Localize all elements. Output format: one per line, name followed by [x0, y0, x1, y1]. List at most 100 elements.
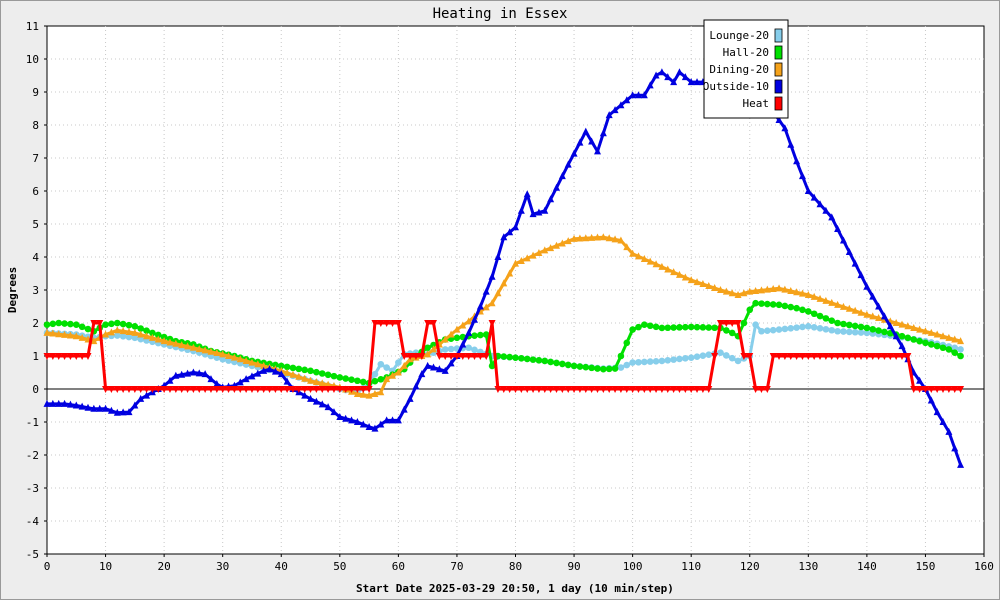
- data-point: [834, 319, 841, 327]
- data-point: [400, 405, 408, 413]
- data-point: [758, 327, 765, 335]
- data-point: [623, 96, 631, 104]
- data-point: [834, 224, 842, 232]
- data-point: [705, 386, 713, 393]
- data-point: [412, 382, 420, 390]
- data-point: [951, 444, 959, 452]
- data-point: [828, 326, 836, 334]
- x-tick-label: 90: [567, 560, 580, 573]
- data-point: [119, 333, 127, 340]
- data-point: [149, 329, 156, 337]
- data-point: [570, 362, 578, 370]
- y-tick-label: 2: [32, 317, 39, 330]
- data-point: [582, 234, 590, 242]
- data-point: [488, 272, 496, 280]
- data-point: [822, 206, 830, 214]
- data-point: [465, 328, 473, 336]
- data-point: [558, 239, 566, 247]
- x-tick-label: 30: [216, 560, 229, 573]
- data-point: [529, 251, 537, 259]
- data-point: [822, 296, 830, 304]
- data-point: [816, 200, 824, 208]
- data-point: [664, 356, 672, 364]
- data-point: [131, 386, 139, 393]
- data-point: [746, 306, 754, 314]
- data-point: [441, 346, 449, 353]
- data-point: [131, 323, 139, 330]
- data-point: [353, 389, 361, 397]
- data-point: [693, 78, 701, 86]
- data-point: [137, 394, 145, 402]
- data-point: [816, 324, 824, 332]
- data-point: [828, 298, 836, 306]
- data-point: [851, 306, 859, 314]
- data-point: [207, 386, 215, 393]
- data-point: [588, 233, 596, 241]
- x-tick-label: 20: [158, 560, 171, 573]
- data-point: [898, 342, 906, 350]
- data-point: [189, 386, 197, 393]
- data-point: [482, 353, 490, 360]
- data-point: [236, 355, 244, 363]
- data-point: [55, 330, 63, 338]
- data-point: [131, 328, 139, 336]
- data-point: [254, 386, 262, 393]
- data-point: [307, 386, 315, 393]
- data-point: [102, 321, 109, 328]
- data-point: [857, 353, 865, 360]
- data-point: [939, 332, 947, 340]
- data-point: [312, 397, 320, 405]
- data-point: [113, 408, 121, 416]
- data-point: [945, 427, 953, 435]
- data-point: [43, 353, 51, 360]
- data-point: [260, 386, 268, 393]
- data-point: [143, 327, 150, 335]
- data-point: [716, 320, 724, 327]
- data-point: [676, 355, 683, 363]
- data-point: [523, 386, 531, 393]
- data-point: [207, 347, 215, 355]
- data-point: [201, 346, 209, 354]
- data-point: [313, 368, 320, 376]
- data-point: [564, 237, 572, 245]
- data-point: [764, 327, 771, 335]
- data-point: [160, 337, 168, 345]
- data-point: [951, 344, 959, 352]
- data-point: [113, 319, 121, 327]
- data-point: [939, 344, 947, 352]
- data-point: [570, 149, 578, 157]
- data-point: [394, 320, 402, 327]
- data-point: [593, 233, 601, 241]
- data-point: [529, 210, 537, 218]
- data-point: [494, 289, 502, 297]
- data-point: [752, 321, 759, 328]
- data-point: [389, 416, 397, 424]
- data-point: [248, 372, 256, 380]
- data-point: [494, 253, 502, 260]
- data-point: [863, 353, 871, 360]
- data-point: [148, 333, 156, 341]
- data-point: [324, 371, 332, 379]
- data-point: [383, 416, 391, 424]
- data-point: [336, 413, 344, 421]
- data-point: [781, 124, 789, 132]
- data-point: [687, 78, 695, 86]
- data-point: [916, 376, 924, 384]
- data-point: [365, 391, 373, 399]
- data-point: [43, 321, 51, 328]
- y-tick-label: 0: [32, 383, 39, 396]
- data-point: [939, 386, 947, 393]
- y-tick-label: 4: [32, 251, 39, 264]
- data-point: [547, 195, 555, 203]
- data-point: [705, 351, 713, 358]
- data-point: [418, 353, 426, 360]
- data-point: [658, 386, 666, 393]
- data-point: [494, 386, 502, 393]
- data-point: [640, 91, 648, 99]
- data-point: [512, 259, 519, 267]
- data-point: [471, 353, 479, 360]
- data-point: [658, 68, 666, 76]
- data-point: [465, 344, 472, 352]
- data-point: [781, 302, 789, 310]
- data-point: [846, 328, 853, 336]
